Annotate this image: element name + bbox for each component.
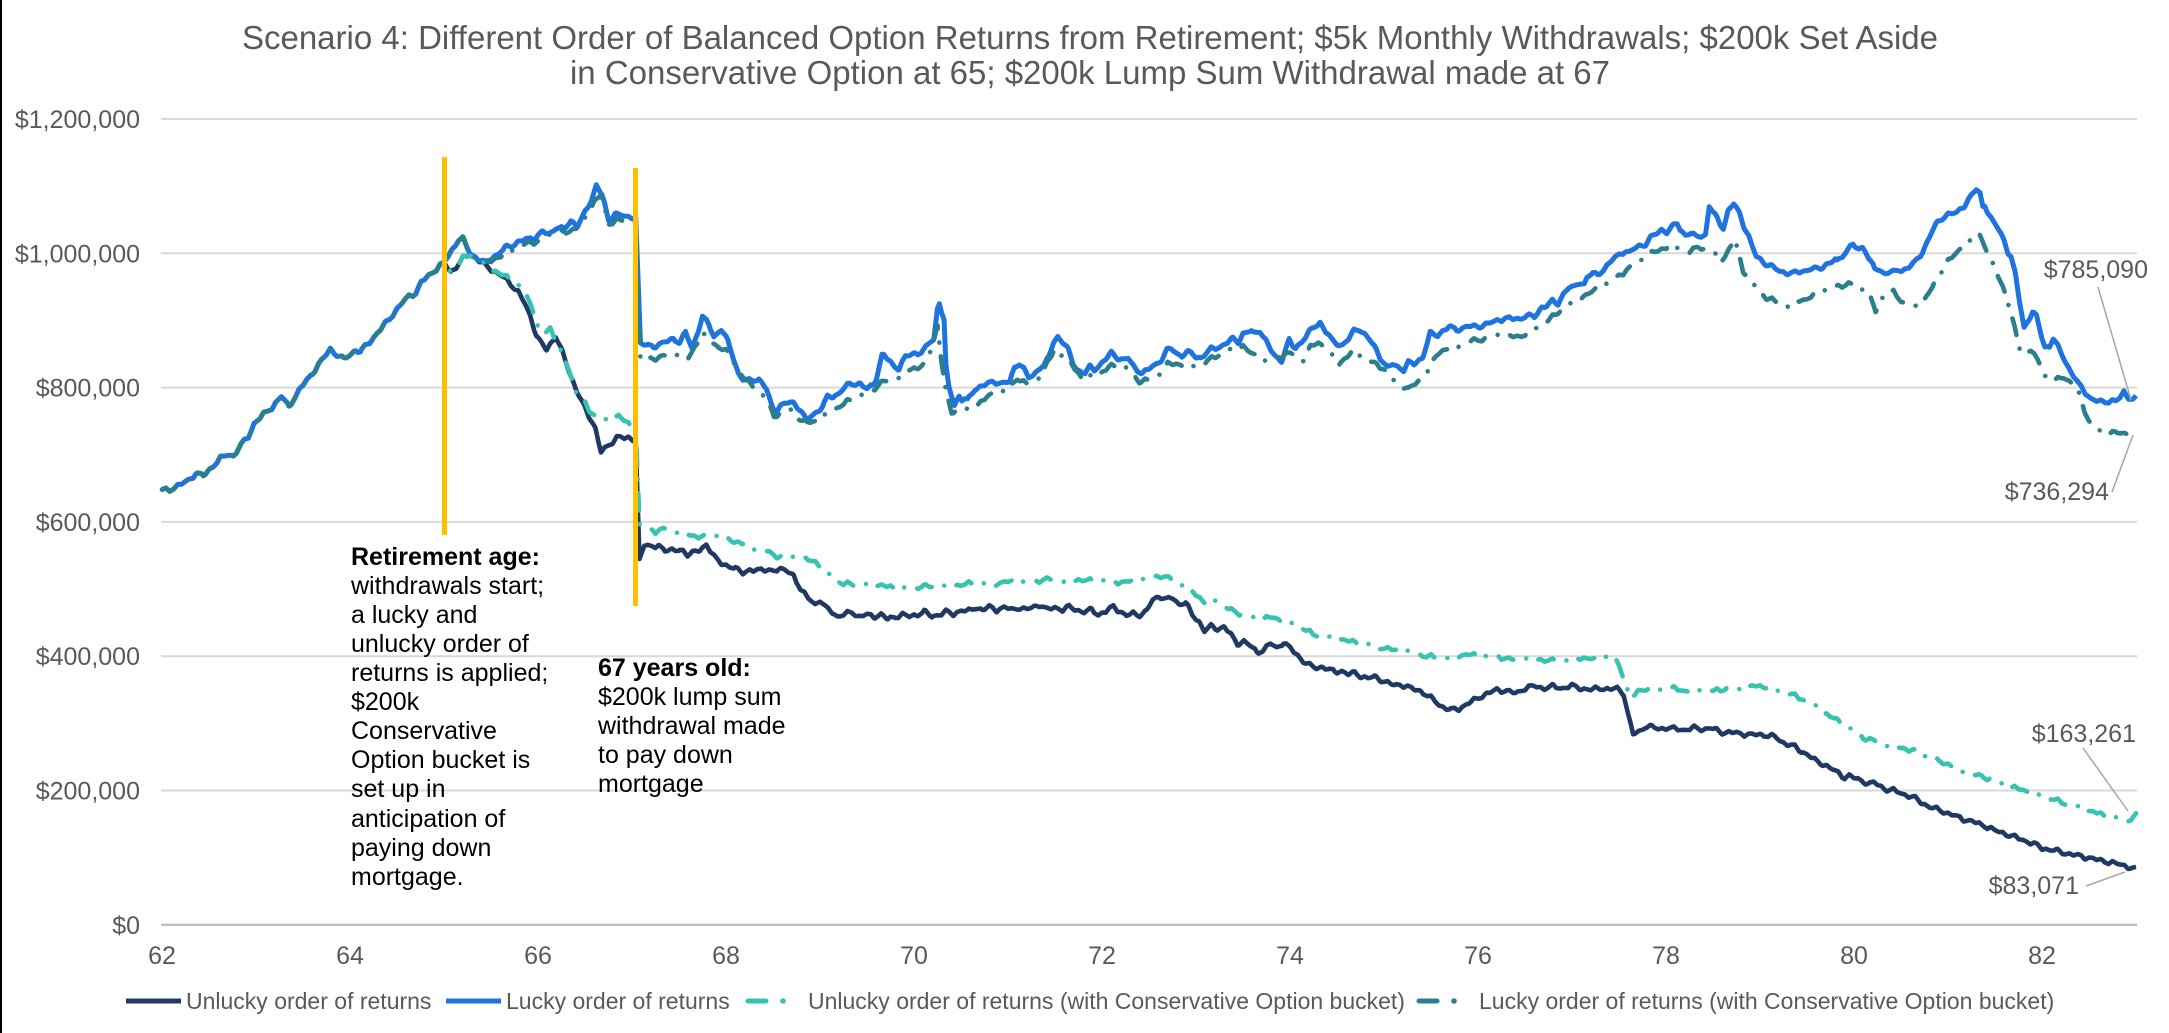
svg-text:$1,000,000: $1,000,000	[15, 240, 140, 268]
svg-text:$400,000: $400,000	[36, 643, 140, 671]
svg-text:82: 82	[2028, 942, 2056, 970]
svg-text:$163,261: $163,261	[2032, 720, 2136, 748]
svg-text:Lucky order of returns: Lucky order of returns	[506, 988, 730, 1014]
svg-text:Unlucky order of returns: Unlucky order of returns	[186, 988, 431, 1014]
svg-text:74: 74	[1276, 942, 1304, 970]
svg-text:$1,200,000: $1,200,000	[15, 106, 140, 134]
svg-text:68: 68	[712, 942, 740, 970]
svg-text:72: 72	[1088, 942, 1116, 970]
svg-text:Lucky order of returns (with C: Lucky order of returns (with Conservativ…	[1479, 988, 2054, 1014]
svg-text:76: 76	[1464, 942, 1492, 970]
svg-text:Unlucky order of returns (with: Unlucky order of returns (with Conservat…	[808, 988, 1405, 1014]
svg-text:$83,071: $83,071	[1989, 872, 2079, 900]
svg-text:$600,000: $600,000	[36, 509, 140, 537]
svg-text:62: 62	[148, 942, 176, 970]
svg-text:$800,000: $800,000	[36, 375, 140, 403]
svg-text:70: 70	[900, 942, 928, 970]
svg-text:78: 78	[1652, 942, 1680, 970]
svg-text:66: 66	[524, 942, 552, 970]
svg-text:80: 80	[1840, 942, 1868, 970]
svg-text:$736,294: $736,294	[2005, 478, 2109, 506]
svg-text:$0: $0	[112, 912, 140, 940]
svg-text:$200,000: $200,000	[36, 778, 140, 806]
svg-text:64: 64	[336, 942, 364, 970]
svg-text:$785,090: $785,090	[2044, 256, 2148, 284]
